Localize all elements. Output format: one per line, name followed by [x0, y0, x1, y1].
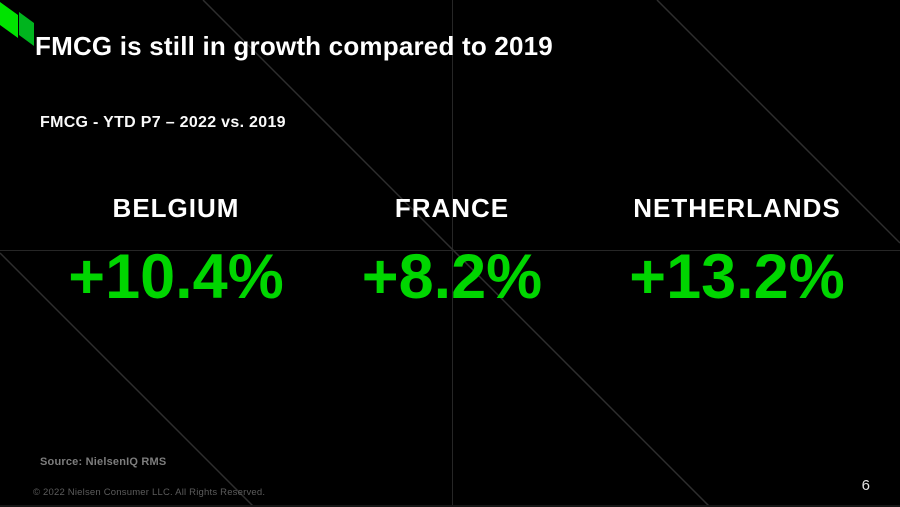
slide-title: FMCG is still in growth compared to 2019: [35, 31, 553, 61]
metric-column-netherlands: NETHERLANDS +13.2%: [629, 193, 844, 309]
slide-subtitle: FMCG - YTD P7 – 2022 vs. 2019: [40, 114, 286, 131]
country-label: FRANCE: [394, 193, 510, 223]
nielseniq-logo-icon: [0, 2, 34, 46]
source-note: Source: NielsenIQ RMS: [40, 456, 167, 468]
copyright-note: © 2022 Nielsen Consumer LLC. All Rights …: [33, 487, 266, 498]
bottom-edge-strip: [0, 505, 900, 507]
metric-column-belgium: BELGIUM +10.4%: [68, 193, 283, 309]
page-number: 6: [861, 477, 870, 494]
metric-column-france: FRANCE +8.2%: [362, 193, 542, 309]
growth-value: +13.2%: [629, 242, 845, 312]
growth-value: +8.2%: [361, 242, 543, 312]
country-label: NETHERLANDS: [633, 193, 841, 223]
growth-value: +10.4%: [68, 242, 284, 312]
country-label: BELGIUM: [112, 193, 240, 223]
